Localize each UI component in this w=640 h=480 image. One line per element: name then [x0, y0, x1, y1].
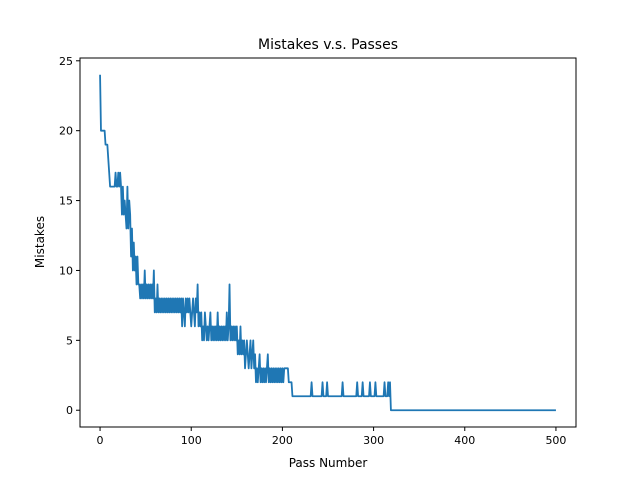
- x-tick-label: 400: [454, 434, 475, 447]
- x-axis: 0 100 200 300 400 500: [97, 427, 566, 447]
- y-tick-label: 15: [59, 195, 73, 208]
- chart-title: Mistakes v.s. Passes: [258, 37, 398, 53]
- series-line-0: [99, 74, 556, 412]
- plot-area: [99, 74, 556, 412]
- y-tick-label: 25: [59, 55, 73, 68]
- y-tick-label: 20: [59, 125, 73, 138]
- axes-frame: [79, 57, 577, 428]
- x-tick-label: 300: [363, 434, 384, 447]
- x-tick-label: 200: [272, 434, 293, 447]
- x-axis-label: Pass Number: [289, 456, 368, 470]
- y-axis-label: Mistakes: [33, 216, 47, 268]
- x-tick-label: 0: [97, 434, 104, 447]
- x-tick-label: 500: [545, 434, 566, 447]
- y-axis: 0 5 10 15 20 25: [59, 55, 80, 417]
- x-tick-label: 100: [181, 434, 202, 447]
- y-tick-label: 5: [66, 334, 73, 347]
- y-tick-label: 10: [59, 264, 73, 277]
- y-tick-label: 0: [66, 404, 73, 417]
